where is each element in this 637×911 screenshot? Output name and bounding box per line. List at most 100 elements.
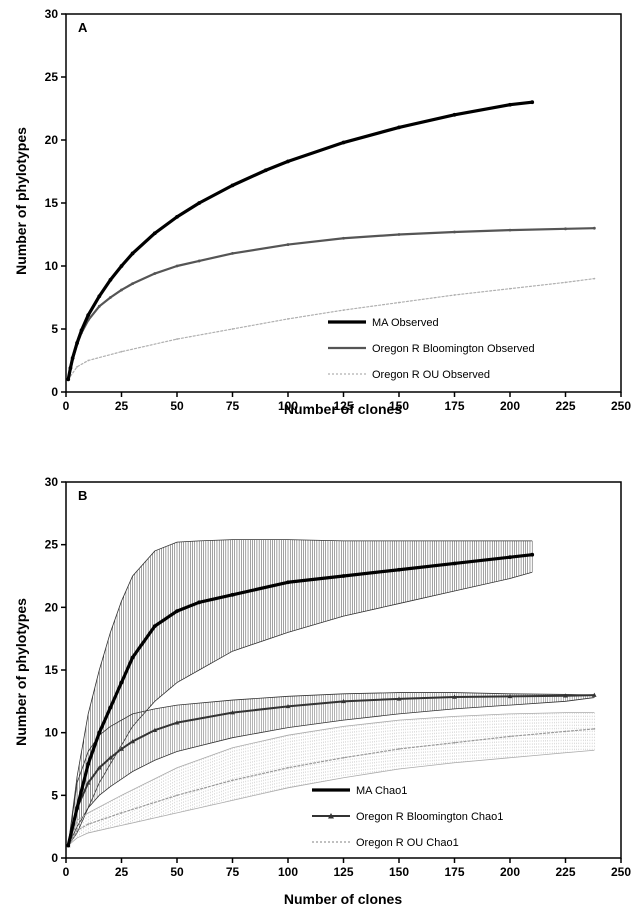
panel-b-x-tick-label: 200 — [500, 865, 520, 879]
panel-b-data-point — [108, 705, 113, 710]
panel-a-data-point — [231, 252, 234, 255]
panel-a-y-tick-label: 30 — [45, 7, 59, 21]
panel-b-data-point — [152, 624, 157, 629]
panel-b-y-tick-label: 25 — [45, 538, 59, 552]
panel-b-data-point — [75, 805, 79, 810]
panel-b-lower-bound-2 — [67, 697, 595, 846]
panel-a-data-point — [97, 304, 101, 308]
panel-a-data-point — [286, 159, 290, 164]
panel-a: 0 25 50 75 100 125 150 175 200 225 250 0 5 10 15 20 25 30… — [13, 7, 631, 417]
panel-b-data-point — [86, 780, 91, 785]
panel-a-x-tick-label: 200 — [500, 399, 520, 413]
panel-b-data-point — [285, 703, 291, 709]
panel-b-error-bars-2 — [67, 692, 595, 846]
panel-b-upper-bound-1 — [67, 539, 533, 846]
panel-b-x-tick-label: 100 — [278, 865, 298, 879]
panel-b-data-point — [230, 592, 235, 597]
panel-a-data-point — [130, 251, 135, 256]
panel-b-data-point — [66, 843, 71, 848]
panel-a-data-point — [342, 309, 345, 311]
panel-a-data-point — [131, 282, 135, 286]
panel-b-data-point — [509, 735, 511, 738]
panel-b-lower-bound-3 — [67, 749, 595, 846]
panel-b-x-tick-label: 175 — [444, 865, 464, 879]
panel-a-data-point — [120, 288, 123, 292]
panel-a-data-point — [87, 359, 90, 362]
panel-b-data-point — [564, 730, 567, 733]
panel-b-data-point — [398, 748, 400, 750]
panel-a-x-tick-label: 100 — [278, 399, 298, 413]
panel-a-y-tick-label: 25 — [45, 70, 59, 84]
panel-b-y-axis-title: Number of phylotypes — [13, 598, 29, 746]
panel-a-data-point — [66, 377, 71, 382]
panel-b-data-point — [119, 680, 124, 685]
panel-a-data-point — [452, 112, 457, 117]
panel-a-x-tick-label: 0 — [63, 399, 70, 413]
panel-a-data-point — [593, 277, 596, 280]
panel-a-legend: MA Observed Oregon R Bloomington Observed… — [328, 317, 535, 381]
panel-b-data-point — [396, 696, 402, 701]
panel-b-y-tick-label: 30 — [45, 475, 59, 489]
panel-a-data-point — [509, 287, 511, 290]
panel-a-data-point — [197, 259, 201, 263]
panel-b-data-point — [530, 552, 535, 557]
panel-b-data-point — [197, 600, 202, 605]
panel-a-data-point — [530, 100, 535, 105]
panel-a-data-point — [230, 183, 235, 188]
panel-b-legend: MA Chao1 Oregon R Bloomington Chao1 Oregon… — [312, 785, 503, 849]
panel-a-series-line-2 — [67, 227, 596, 381]
panel-a-data-point — [453, 230, 456, 234]
panel-b-error-bars-3 — [67, 712, 595, 846]
panel-a-label: A — [78, 20, 88, 35]
panel-b-upper-bound-2 — [67, 692, 595, 846]
panel-b-x-tick-label: 125 — [333, 865, 353, 879]
panel-a-x-tick-label: 25 — [115, 399, 129, 413]
panel-a-legend-label: Oregon R Bloomington Observed — [372, 343, 535, 355]
panel-b-data-point — [593, 728, 596, 730]
panel-b-data-point — [152, 727, 157, 732]
panel-a-x-tick-label: 175 — [444, 399, 464, 413]
panel-b-label: B — [78, 488, 87, 503]
panel-b-data-point — [563, 693, 568, 698]
panel-a-data-point — [70, 356, 75, 360]
panel-b-x-tick-label: 50 — [170, 865, 184, 879]
panel-b-x-tick-label: 150 — [389, 865, 409, 879]
panel-a-data-point — [79, 328, 84, 333]
panel-b-data-point — [231, 779, 234, 782]
panel-b-data-point — [119, 746, 124, 751]
panel-a-data-point — [153, 272, 157, 275]
panel-a-data-point — [398, 301, 400, 304]
panel-a-data-point — [397, 233, 401, 236]
panel-b-plot-area: 0 25 50 75 100 125 150 175 200 225 250 0 5 10 15 20 25 30… — [45, 475, 632, 879]
panel-a-x-tick-label: 125 — [333, 399, 353, 413]
panel-b-x-tick-label: 225 — [555, 865, 575, 879]
panel-b-data-point — [341, 698, 346, 704]
panel-a-data-point — [175, 264, 179, 268]
panel-b-data-point — [97, 730, 102, 735]
panel-a-data-point — [68, 366, 73, 370]
panel-a-data-point — [592, 226, 596, 230]
panel-b-data-point — [286, 580, 290, 585]
panel-b-data-point — [97, 765, 102, 770]
panel-b-upper-bound-3 — [67, 712, 595, 846]
panel-b-y-tick-label: 15 — [45, 663, 59, 677]
panel-a-data-point — [119, 264, 124, 268]
panel-a-frame — [65, 13, 622, 393]
panel-a-y-tick-label: 5 — [51, 322, 58, 336]
panel-a-data-point — [152, 231, 157, 236]
panel-a-data-point — [76, 365, 78, 368]
panel-a-data-point — [342, 236, 345, 240]
panel-b-data-point — [174, 720, 180, 725]
panel-a-x-tick-label: 225 — [555, 399, 575, 413]
panel-a-data-point — [341, 140, 346, 145]
panel-a-x-axis-title: Number of clones — [284, 401, 402, 417]
panel-a-data-point — [564, 281, 567, 284]
panel-a-series-line-3 — [67, 278, 595, 380]
panel-b-data-point — [508, 555, 512, 560]
panel-b-data-point — [87, 823, 90, 826]
panel-a-data-point — [109, 296, 112, 299]
panel-b-data-point — [130, 655, 135, 660]
panel-b-data-point — [76, 829, 78, 832]
panel-a-data-point — [75, 340, 79, 345]
